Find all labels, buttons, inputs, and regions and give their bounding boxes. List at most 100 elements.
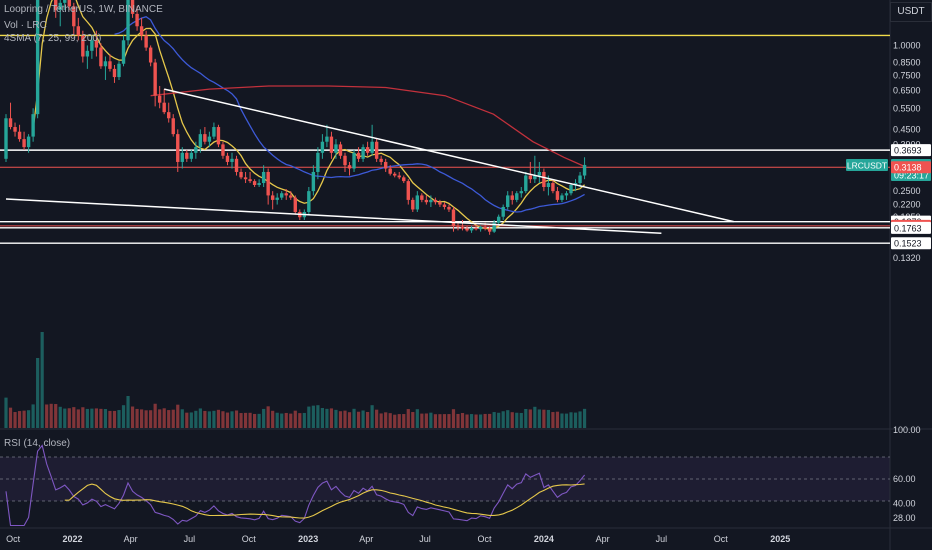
- price-tick: 0.2500: [893, 186, 921, 196]
- sma-legend: 4SMA (7, 25, 99, 200): [4, 33, 102, 44]
- volume-bar: [207, 411, 211, 428]
- volume-bar: [103, 409, 108, 428]
- price-tick: 1.0000: [893, 40, 921, 50]
- volume-bar: [402, 414, 406, 428]
- candle-body: [334, 144, 338, 153]
- volume-bar: [393, 414, 397, 428]
- volume-bar: [388, 413, 392, 428]
- candle-body: [85, 50, 90, 57]
- candle-body: [26, 136, 31, 148]
- time-tick: 2022: [62, 534, 82, 544]
- candle-body: [54, 0, 58, 11]
- candle-body: [420, 195, 424, 200]
- trendline-1: [5, 198, 662, 234]
- volume-bar: [582, 408, 587, 428]
- volume-bar: [415, 409, 419, 428]
- volume-bar: [465, 414, 469, 428]
- volume-bar: [239, 413, 243, 428]
- volume-bar: [81, 407, 85, 428]
- volume-bar: [329, 408, 334, 428]
- candle-body: [130, 0, 135, 14]
- time-tick: Apr: [596, 534, 610, 544]
- volume-bar: [289, 413, 293, 428]
- volume-bar: [334, 409, 338, 428]
- candle-body: [370, 141, 374, 153]
- price-tick: 0.8500: [893, 58, 921, 68]
- price-label-bg: [891, 161, 931, 174]
- volume-bar: [447, 414, 451, 428]
- volume-bar: [347, 412, 352, 428]
- candle-body: [510, 195, 514, 200]
- candle-body: [58, 2, 62, 11]
- volume-bar: [533, 406, 537, 428]
- candle-body: [483, 226, 487, 229]
- volume-bar: [438, 414, 442, 428]
- candle-body: [144, 35, 148, 48]
- volume-bar: [366, 411, 370, 428]
- volume-bar: [153, 403, 157, 428]
- candle-body: [103, 61, 108, 67]
- candle-body: [528, 175, 533, 180]
- candle-body: [469, 228, 474, 231]
- volume-bar: [17, 411, 22, 428]
- volume-bar: [352, 408, 356, 428]
- volume-bar: [316, 405, 320, 428]
- volume-bar: [63, 408, 67, 428]
- candle-body: [139, 26, 144, 36]
- candle-body: [347, 165, 352, 169]
- candle-body: [582, 164, 587, 176]
- symbol-tag: LRCUSDT: [847, 160, 887, 170]
- candle-body: [519, 191, 523, 194]
- time-tick: Jul: [656, 534, 668, 544]
- candle-body: [573, 183, 578, 186]
- volume-bar: [36, 358, 40, 428]
- volume-bar: [49, 403, 53, 428]
- volume-bar: [167, 410, 171, 428]
- volume-bar: [519, 412, 523, 428]
- candle-body: [153, 62, 157, 96]
- candle-body: [569, 185, 573, 194]
- currency-button[interactable]: USDT: [890, 2, 932, 22]
- volume-bar: [542, 409, 546, 428]
- candle-body: [487, 228, 492, 232]
- candle-body: [379, 158, 383, 162]
- volume-bar: [424, 413, 428, 428]
- candle-body: [67, 0, 71, 7]
- volume-bar: [221, 411, 225, 428]
- candle-body: [275, 197, 279, 200]
- volume-bar: [456, 413, 460, 428]
- symbol-tag-bg: [846, 158, 888, 171]
- volume-bar: [375, 409, 379, 428]
- candle-body: [311, 171, 316, 192]
- volume-bar: [67, 408, 71, 428]
- countdown-label: 09:23:17: [894, 170, 929, 180]
- volume-bar: [524, 409, 528, 428]
- candle-body: [252, 181, 257, 186]
- time-tick: Apr: [124, 534, 138, 544]
- candle-body: [442, 204, 447, 207]
- volume-bar: [578, 411, 582, 428]
- volume-bar: [13, 412, 17, 428]
- candle-body: [180, 152, 184, 162]
- candle-body: [465, 228, 469, 231]
- candle-body: [433, 199, 438, 203]
- volume-bar: [4, 397, 8, 428]
- candle-body: [22, 139, 26, 148]
- candle-body: [451, 209, 456, 226]
- candle-body: [329, 136, 334, 153]
- time-tick: Jul: [419, 534, 431, 544]
- volume-legend: Vol · LRC: [4, 20, 47, 31]
- candle-body: [270, 195, 275, 200]
- candle-body: [121, 40, 126, 64]
- candle-body: [393, 173, 397, 176]
- candle-body: [496, 216, 501, 223]
- candle-body: [352, 152, 356, 169]
- rsi-tick: 60.00: [893, 474, 916, 484]
- volume-bar: [121, 405, 126, 428]
- volume-bar: [176, 404, 180, 428]
- candle-body: [424, 199, 429, 203]
- volume-bar: [149, 410, 153, 428]
- volume-bar: [311, 405, 315, 428]
- candle-body: [72, 6, 76, 27]
